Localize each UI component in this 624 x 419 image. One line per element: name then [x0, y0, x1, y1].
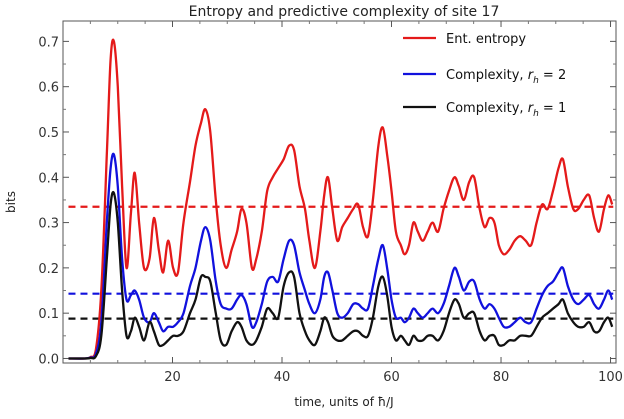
- legend-entry-label: Complexity, rh = 1: [446, 101, 566, 119]
- series-line-entropy: [68, 38, 614, 360]
- x-tick-label: 40: [274, 370, 291, 385]
- legend-entry-label: Complexity, rh = 2: [446, 68, 566, 86]
- x-tick-label: 20: [164, 370, 181, 385]
- x-axis-label: time, units of ħ/J: [294, 395, 393, 409]
- y-tick-label: 0.2: [38, 262, 59, 277]
- y-tick-label: 0.7: [38, 35, 59, 50]
- legend: Ent. entropy Complexity, rh = 2 Complexity…: [403, 32, 566, 119]
- y-tick-label: 0.5: [38, 126, 59, 141]
- legend-entry-label: Ent. entropy: [446, 32, 526, 47]
- y-axis-label: bits: [4, 191, 18, 213]
- y-tick-label: 0.6: [38, 81, 59, 96]
- x-tick-label: 60: [383, 370, 400, 385]
- y-tick-label: 0.3: [38, 217, 59, 232]
- x-tick-label: 80: [493, 370, 510, 385]
- chart-title: Entropy and predictive complexity of sit…: [189, 4, 500, 20]
- axis-ticks: 20 40 60 80 100 0.0 0.1 0.2 0.3 0.4 0.5 0.6 0.7: [38, 21, 623, 385]
- plot-frame: [62, 20, 617, 364]
- series-line-complexity-rh1: [68, 190, 614, 360]
- y-tick-label: 0.4: [38, 171, 59, 186]
- mean-lines: [68, 205, 614, 320]
- x-tick-label: 100: [598, 370, 623, 385]
- y-tick-label: 0.1: [38, 307, 59, 322]
- y-tick-label: 0.0: [38, 352, 59, 367]
- series-line-complexity-rh2: [68, 152, 614, 360]
- series-lines: [68, 38, 614, 360]
